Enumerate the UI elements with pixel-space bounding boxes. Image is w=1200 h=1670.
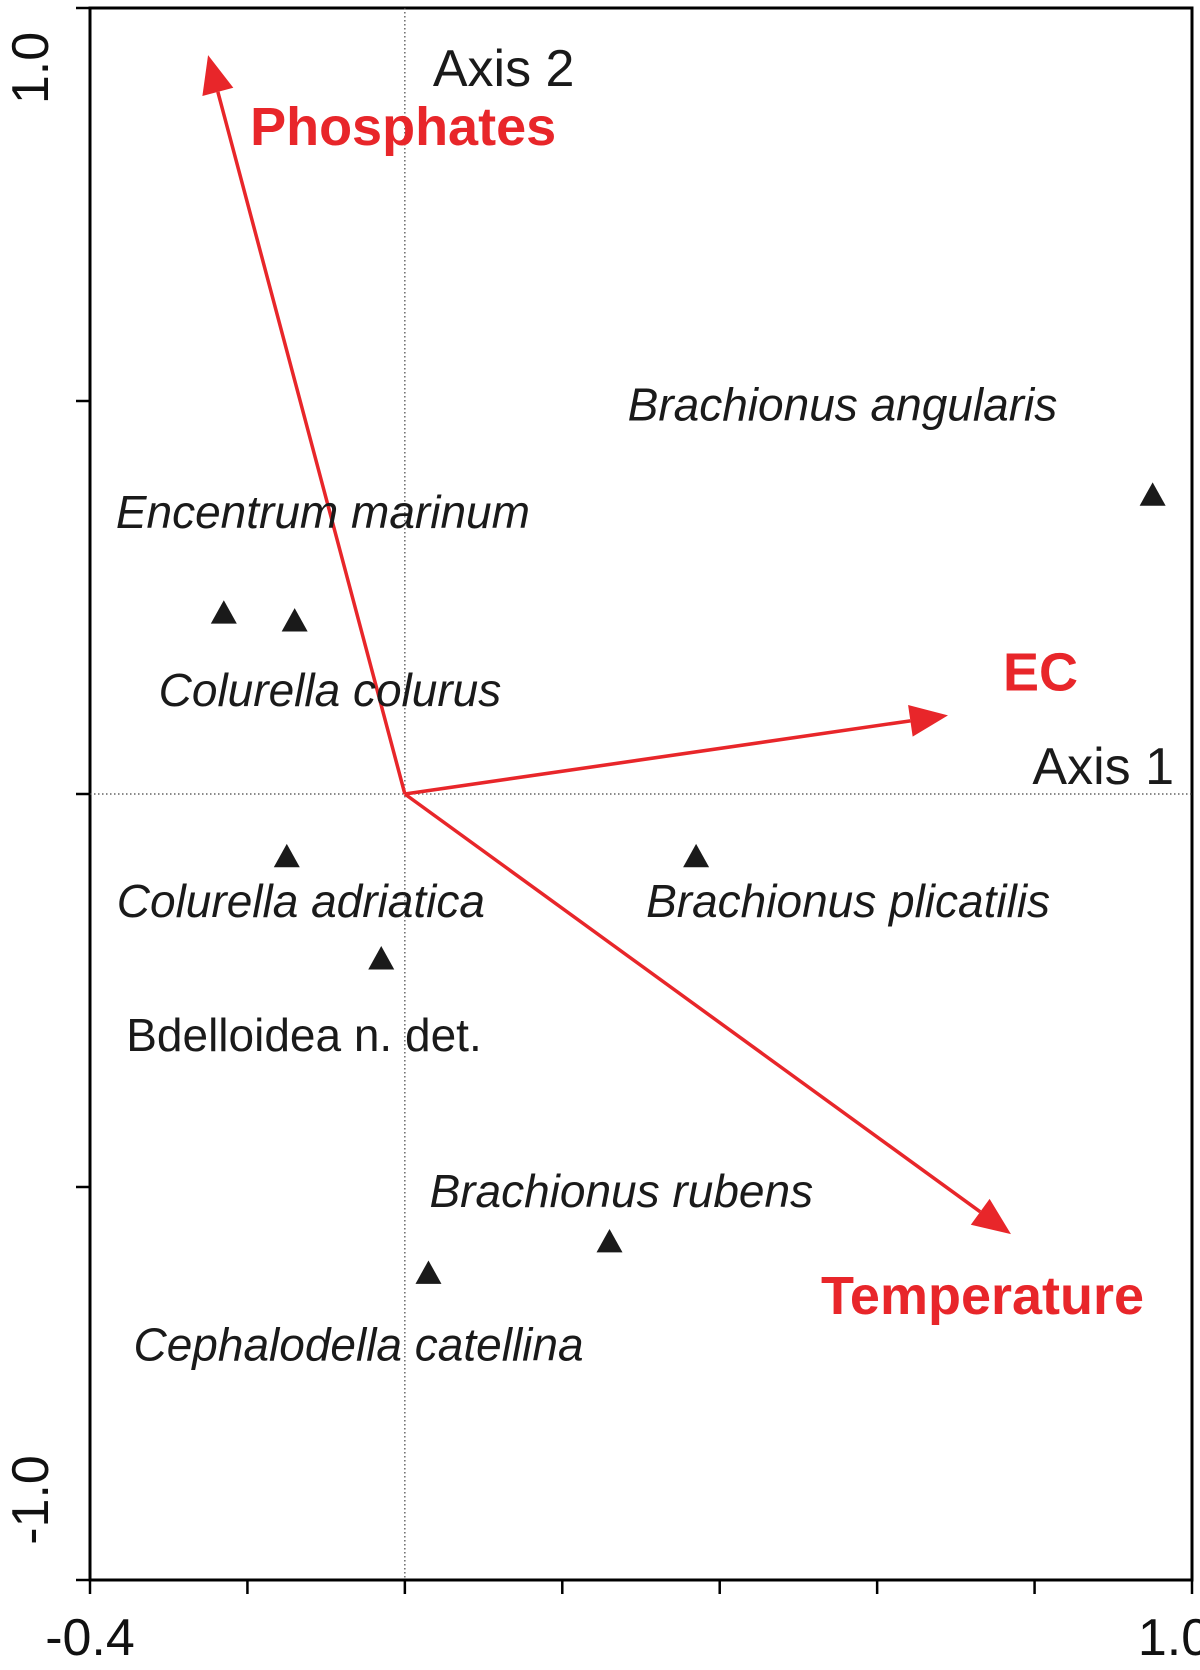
x-tick-label-min: -0.4 <box>45 1609 135 1667</box>
vector-0-shaft <box>216 91 407 795</box>
species-point-1 <box>210 600 237 624</box>
species-point-2 <box>281 608 308 632</box>
vector-label-temperature: Temperature <box>821 1266 1144 1326</box>
species-label-2: Colurella colurus <box>159 664 502 716</box>
axis-1-label: Axis 1 <box>1032 738 1174 796</box>
vector-2-arrowhead <box>970 1198 1011 1235</box>
species-point-7 <box>415 1260 442 1284</box>
vector-1-shaft <box>404 719 911 796</box>
species-label-6: Brachionus rubens <box>430 1165 814 1217</box>
y-tick-label-max: 1.0 <box>2 32 60 104</box>
species-point-5 <box>368 946 395 970</box>
species-point-4 <box>683 843 710 868</box>
vector-label-ec: EC <box>1003 642 1078 702</box>
species-label-4: Brachionus plicatilis <box>646 875 1050 927</box>
vector-label-phosphates: Phosphates <box>250 97 556 157</box>
species-point-0 <box>1139 482 1166 506</box>
species-point-3 <box>273 843 300 868</box>
species-label-1: Encentrum marinum <box>116 486 530 538</box>
x-tick-label-max: 1.0 <box>1138 1609 1200 1667</box>
species-label-0: Brachionus angularis <box>628 378 1058 430</box>
y-tick-label-min: -1.0 <box>2 1455 60 1545</box>
species-label-3: Colurella adriatica <box>117 875 485 927</box>
vector-1-arrowhead <box>908 705 948 737</box>
species-label-5: Bdelloidea n. det. <box>126 1009 482 1061</box>
vector-0-arrowhead <box>202 55 234 96</box>
species-point-6 <box>596 1229 623 1253</box>
species-label-7: Cephalodella catellina <box>133 1318 583 1370</box>
vector-2-shaft <box>403 792 982 1214</box>
axis-2-label: Axis 2 <box>433 40 575 98</box>
